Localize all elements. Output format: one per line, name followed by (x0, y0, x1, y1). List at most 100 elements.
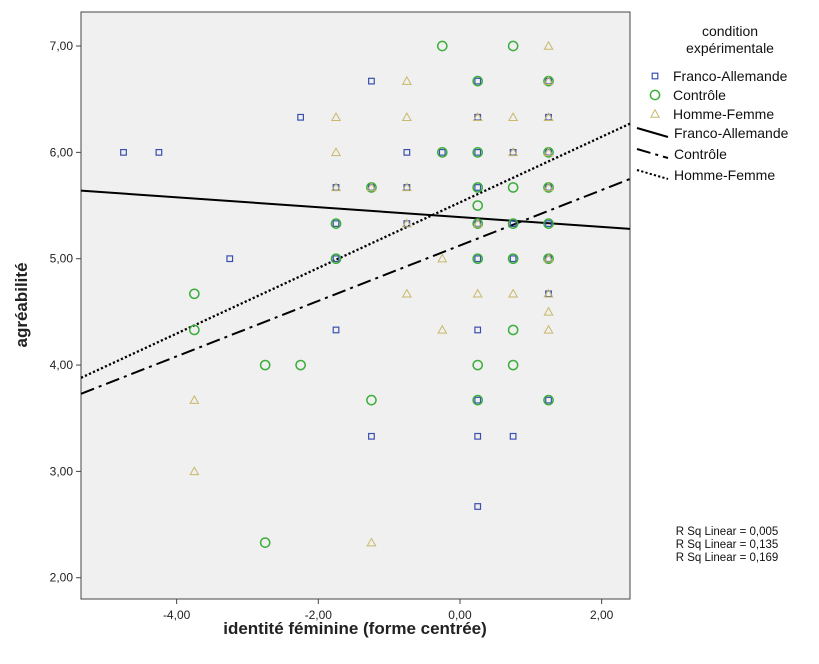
point-franco-allemande (332, 326, 340, 334)
point-franco-allemande (545, 220, 552, 228)
data-points (120, 40, 554, 548)
point-franco-allemande (226, 255, 234, 263)
point-franco-allemande (474, 326, 482, 334)
point-controle (472, 200, 484, 211)
x-tick-label-0: -4,00 (163, 608, 191, 622)
point-controle (507, 218, 519, 229)
y-tick-label-0: 2,00 (50, 571, 74, 585)
point-controle (472, 359, 484, 371)
point-franco-allemande (474, 255, 482, 263)
point-controle (330, 218, 342, 229)
y-tick-label-1: 3,00 (50, 464, 74, 478)
point-controle (259, 537, 271, 548)
point-franco-allemande (509, 432, 517, 440)
rsq-label-1: R Sq Linear = 0,005 (676, 526, 779, 538)
point-homme-femme (543, 324, 554, 334)
x-tick-label-1: -2,00 (305, 608, 333, 622)
legend-line-label-franco-allemande: Franco-Allemande (674, 125, 789, 141)
legend-marker-franco-allemande (651, 72, 659, 80)
point-homme-femme (543, 75, 554, 85)
point-controle (507, 324, 519, 336)
point-homme-femme (543, 306, 554, 316)
point-homme-femme (508, 112, 519, 121)
point-franco-allemande (155, 148, 163, 156)
point-homme-femme (437, 324, 448, 334)
y-tick-label-5: 7,00 (50, 39, 74, 53)
point-franco-allemande (332, 255, 340, 263)
legend-label-homme-femme: Homme-Femme (673, 106, 774, 122)
point-controle (543, 218, 554, 229)
point-franco-allemande (474, 503, 482, 510)
legend-line-franco-allemande (636, 127, 669, 138)
x-tick-label-2: 0,00 (448, 608, 472, 622)
point-homme-femme (330, 112, 342, 121)
regression-lines (80, 122, 631, 395)
legend-line-homme-femme (636, 169, 669, 180)
point-franco-allemande (474, 396, 482, 404)
point-franco-allemande (509, 220, 517, 228)
point-controle (543, 394, 554, 406)
point-homme-femme (189, 394, 200, 404)
point-homme-femme (401, 75, 412, 85)
point-franco-allemande (438, 148, 446, 156)
point-homme-femme (472, 218, 483, 228)
point-franco-allemande (474, 184, 482, 191)
point-franco-allemande (368, 77, 375, 85)
x-axis: -4,00 -2,00 0,00 2,00 (163, 599, 614, 622)
point-controle (188, 288, 200, 300)
rsq-label-3: R Sq Linear = 0,169 (676, 552, 779, 564)
point-controle (507, 253, 519, 265)
point-homme-femme (366, 537, 377, 547)
x-axis-title: identité féminine (forme centrée) (223, 619, 487, 638)
point-homme-femme (508, 147, 519, 157)
point-controle (507, 182, 519, 193)
point-controle (472, 147, 484, 158)
point-homme-femme (330, 147, 342, 157)
point-homme-femme (543, 40, 554, 50)
point-homme-femme (543, 112, 554, 121)
rsq-label-2: R Sq Linear = 0,135 (676, 539, 779, 551)
point-controle (436, 147, 448, 158)
point-franco-allemande (545, 396, 552, 404)
point-controle (507, 359, 519, 371)
point-franco-allemande (403, 148, 411, 156)
legend-title-line-1: condition (702, 23, 758, 39)
point-controle (472, 253, 484, 265)
point-controle (507, 40, 519, 52)
fit-line-franco-allemande (80, 189, 631, 230)
legend-marker-controle (649, 89, 661, 101)
y-tick-label-3: 5,00 (50, 252, 74, 266)
legend-line-controle (636, 148, 669, 159)
point-controle (436, 40, 448, 52)
point-controle (330, 253, 342, 265)
point-homme-femme (543, 288, 554, 298)
y-axis: 2,00 3,00 4,00 5,00 6,00 7,00 (50, 39, 81, 585)
point-homme-femme (472, 112, 483, 121)
point-franco-allemande (332, 220, 340, 228)
legend: Franco-Allemande Contrôle Homme-Femme Franc… (636, 68, 789, 183)
point-franco-allemande (474, 148, 482, 156)
legend-title-line-2: expérimentale (686, 40, 774, 56)
point-controle (472, 182, 484, 193)
point-controle (472, 75, 484, 87)
legend-label-controle: Contrôle (673, 87, 726, 103)
point-controle (188, 324, 200, 336)
point-homme-femme (401, 182, 412, 192)
point-homme-femme (366, 182, 377, 192)
point-homme-femme (401, 218, 412, 228)
point-homme-femme (508, 288, 519, 298)
legend-line-label-homme-femme: Homme-Femme (674, 167, 775, 183)
y-tick-label-2: 4,00 (50, 358, 74, 372)
point-homme-femme (330, 182, 342, 192)
point-homme-femme (543, 253, 554, 263)
series-homme-femme (189, 40, 554, 547)
y-axis-title: agréabilité (12, 262, 31, 347)
legend-marker-homme-femme (649, 108, 661, 118)
legend-label-franco-allemande: Franco-Allemande (673, 68, 788, 84)
point-homme-femme (543, 147, 554, 157)
plot-area (80, 11, 631, 600)
point-homme-femme (189, 466, 200, 476)
point-controle (472, 394, 484, 406)
x-tick-label-3: 2,00 (590, 608, 614, 622)
